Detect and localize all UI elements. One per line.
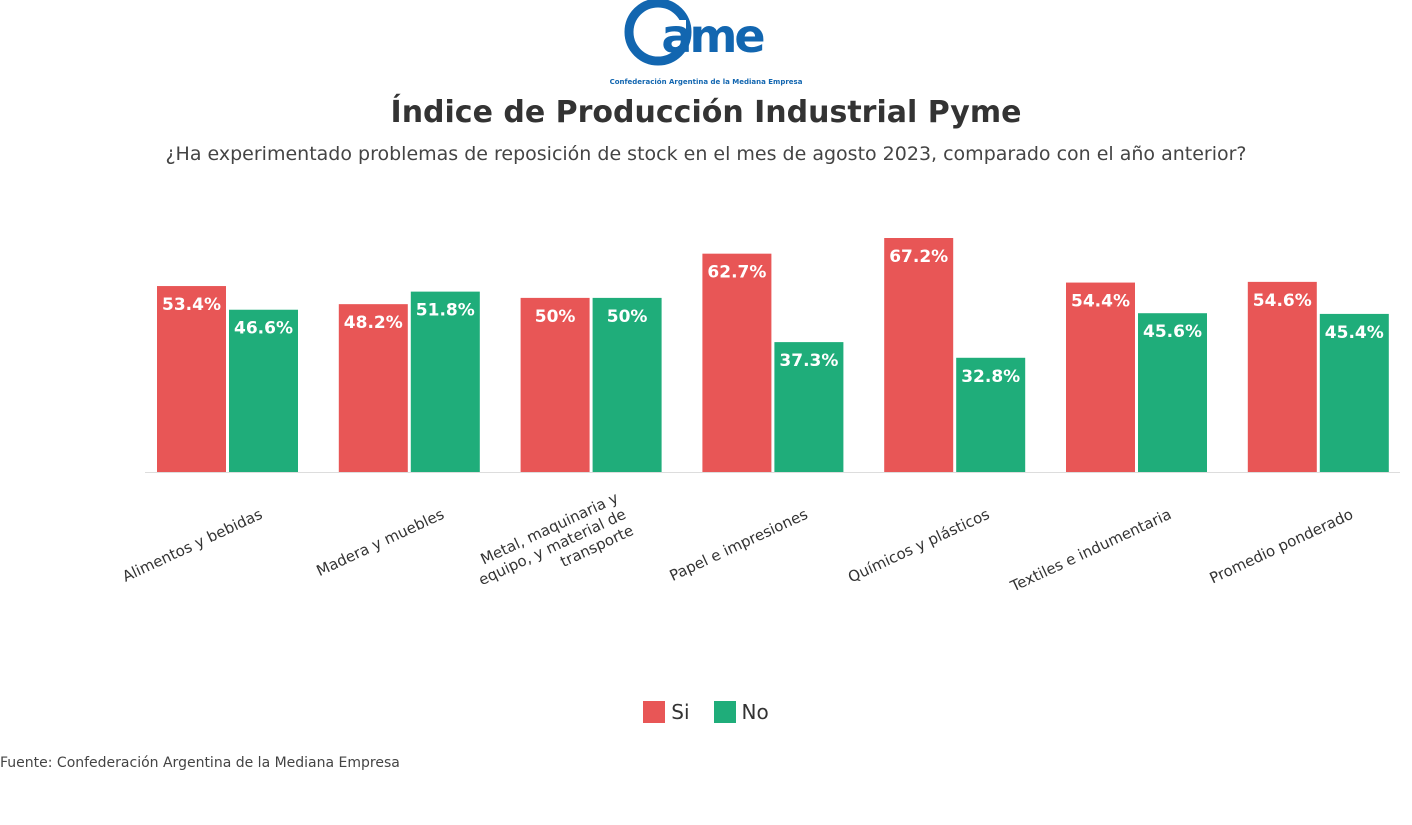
bar-no-1[interactable] xyxy=(410,291,480,472)
bar-no-4[interactable] xyxy=(956,357,1026,472)
x-tick-label-3: Papel e impresiones xyxy=(667,505,811,585)
data-label-no-3: 37.3% xyxy=(779,351,838,371)
legend-swatch-no xyxy=(713,701,736,723)
logo-tagline: Confederación Argentina de la Mediana Em… xyxy=(610,78,803,86)
x-tick-label-6: Promedio ponderado xyxy=(1207,505,1356,587)
logo-wordmark: ame xyxy=(661,9,763,63)
bar-si-0[interactable] xyxy=(157,286,226,472)
data-label-si-0: 53.4% xyxy=(162,295,221,315)
data-label-si-2: 50% xyxy=(535,307,576,327)
data-label-no-6: 45.4% xyxy=(1325,323,1384,343)
bar-si-6[interactable] xyxy=(1247,281,1317,472)
bar-no-6[interactable] xyxy=(1319,313,1389,472)
data-label-no-4: 32.8% xyxy=(961,367,1020,387)
data-label-si-3: 62.7% xyxy=(707,263,766,283)
legend-swatch-si xyxy=(643,701,666,723)
bar-si-3[interactable] xyxy=(702,253,772,472)
data-label-no-2: 50% xyxy=(607,307,648,327)
data-label-si-1: 48.2% xyxy=(344,313,403,333)
bar-no-5[interactable] xyxy=(1138,313,1207,472)
x-tick-label-5: Textiles e indumentaria xyxy=(1007,505,1174,596)
data-label-no-1: 51.8% xyxy=(416,301,475,321)
legend-item-no[interactable]: No xyxy=(713,700,769,724)
legend-label-si: Si xyxy=(671,700,690,724)
bar-si-4[interactable] xyxy=(884,238,954,472)
bar-si-2[interactable] xyxy=(520,297,590,472)
chart-title: Índice de Producción Industrial Pyme xyxy=(390,95,1022,130)
bar-no-3[interactable] xyxy=(774,342,844,472)
logo-c-ring xyxy=(624,0,692,66)
legend: Si No xyxy=(0,700,1412,724)
x-tick-label-4: Químicos y plásticos xyxy=(845,505,992,586)
legend-label-no: No xyxy=(741,700,769,724)
data-label-no-5: 45.6% xyxy=(1143,322,1202,342)
chart-subtitle: ¿Ha experimentado problemas de reposició… xyxy=(165,143,1247,165)
came-logo: ame Confederación Argentina de la Median… xyxy=(610,0,803,86)
x-tick-label-0: Alimentos y bebidas xyxy=(120,505,266,586)
data-label-si-6: 54.6% xyxy=(1253,291,1312,311)
bar-no-0[interactable] xyxy=(229,309,298,472)
x-tick-label-2: Metal, maquinaria yequipo, y material de… xyxy=(468,489,636,606)
x-tick-label-1: Madera y muebles xyxy=(314,505,448,580)
data-label-si-4: 67.2% xyxy=(889,247,948,267)
bar-si-1[interactable] xyxy=(338,304,408,472)
data-label-no-0: 46.6% xyxy=(234,319,293,339)
bar-chart: 53.4% 46.6% Alimentos y bebidas 48.2% 51.8% M… xyxy=(120,238,1400,606)
bar-si-5[interactable] xyxy=(1066,282,1135,472)
legend-item-si[interactable]: Si xyxy=(643,700,690,724)
source-note: Fuente: Confederación Argentina de la Me… xyxy=(0,755,400,771)
data-label-si-5: 54.4% xyxy=(1071,292,1130,312)
bar-no-2[interactable] xyxy=(592,297,662,472)
